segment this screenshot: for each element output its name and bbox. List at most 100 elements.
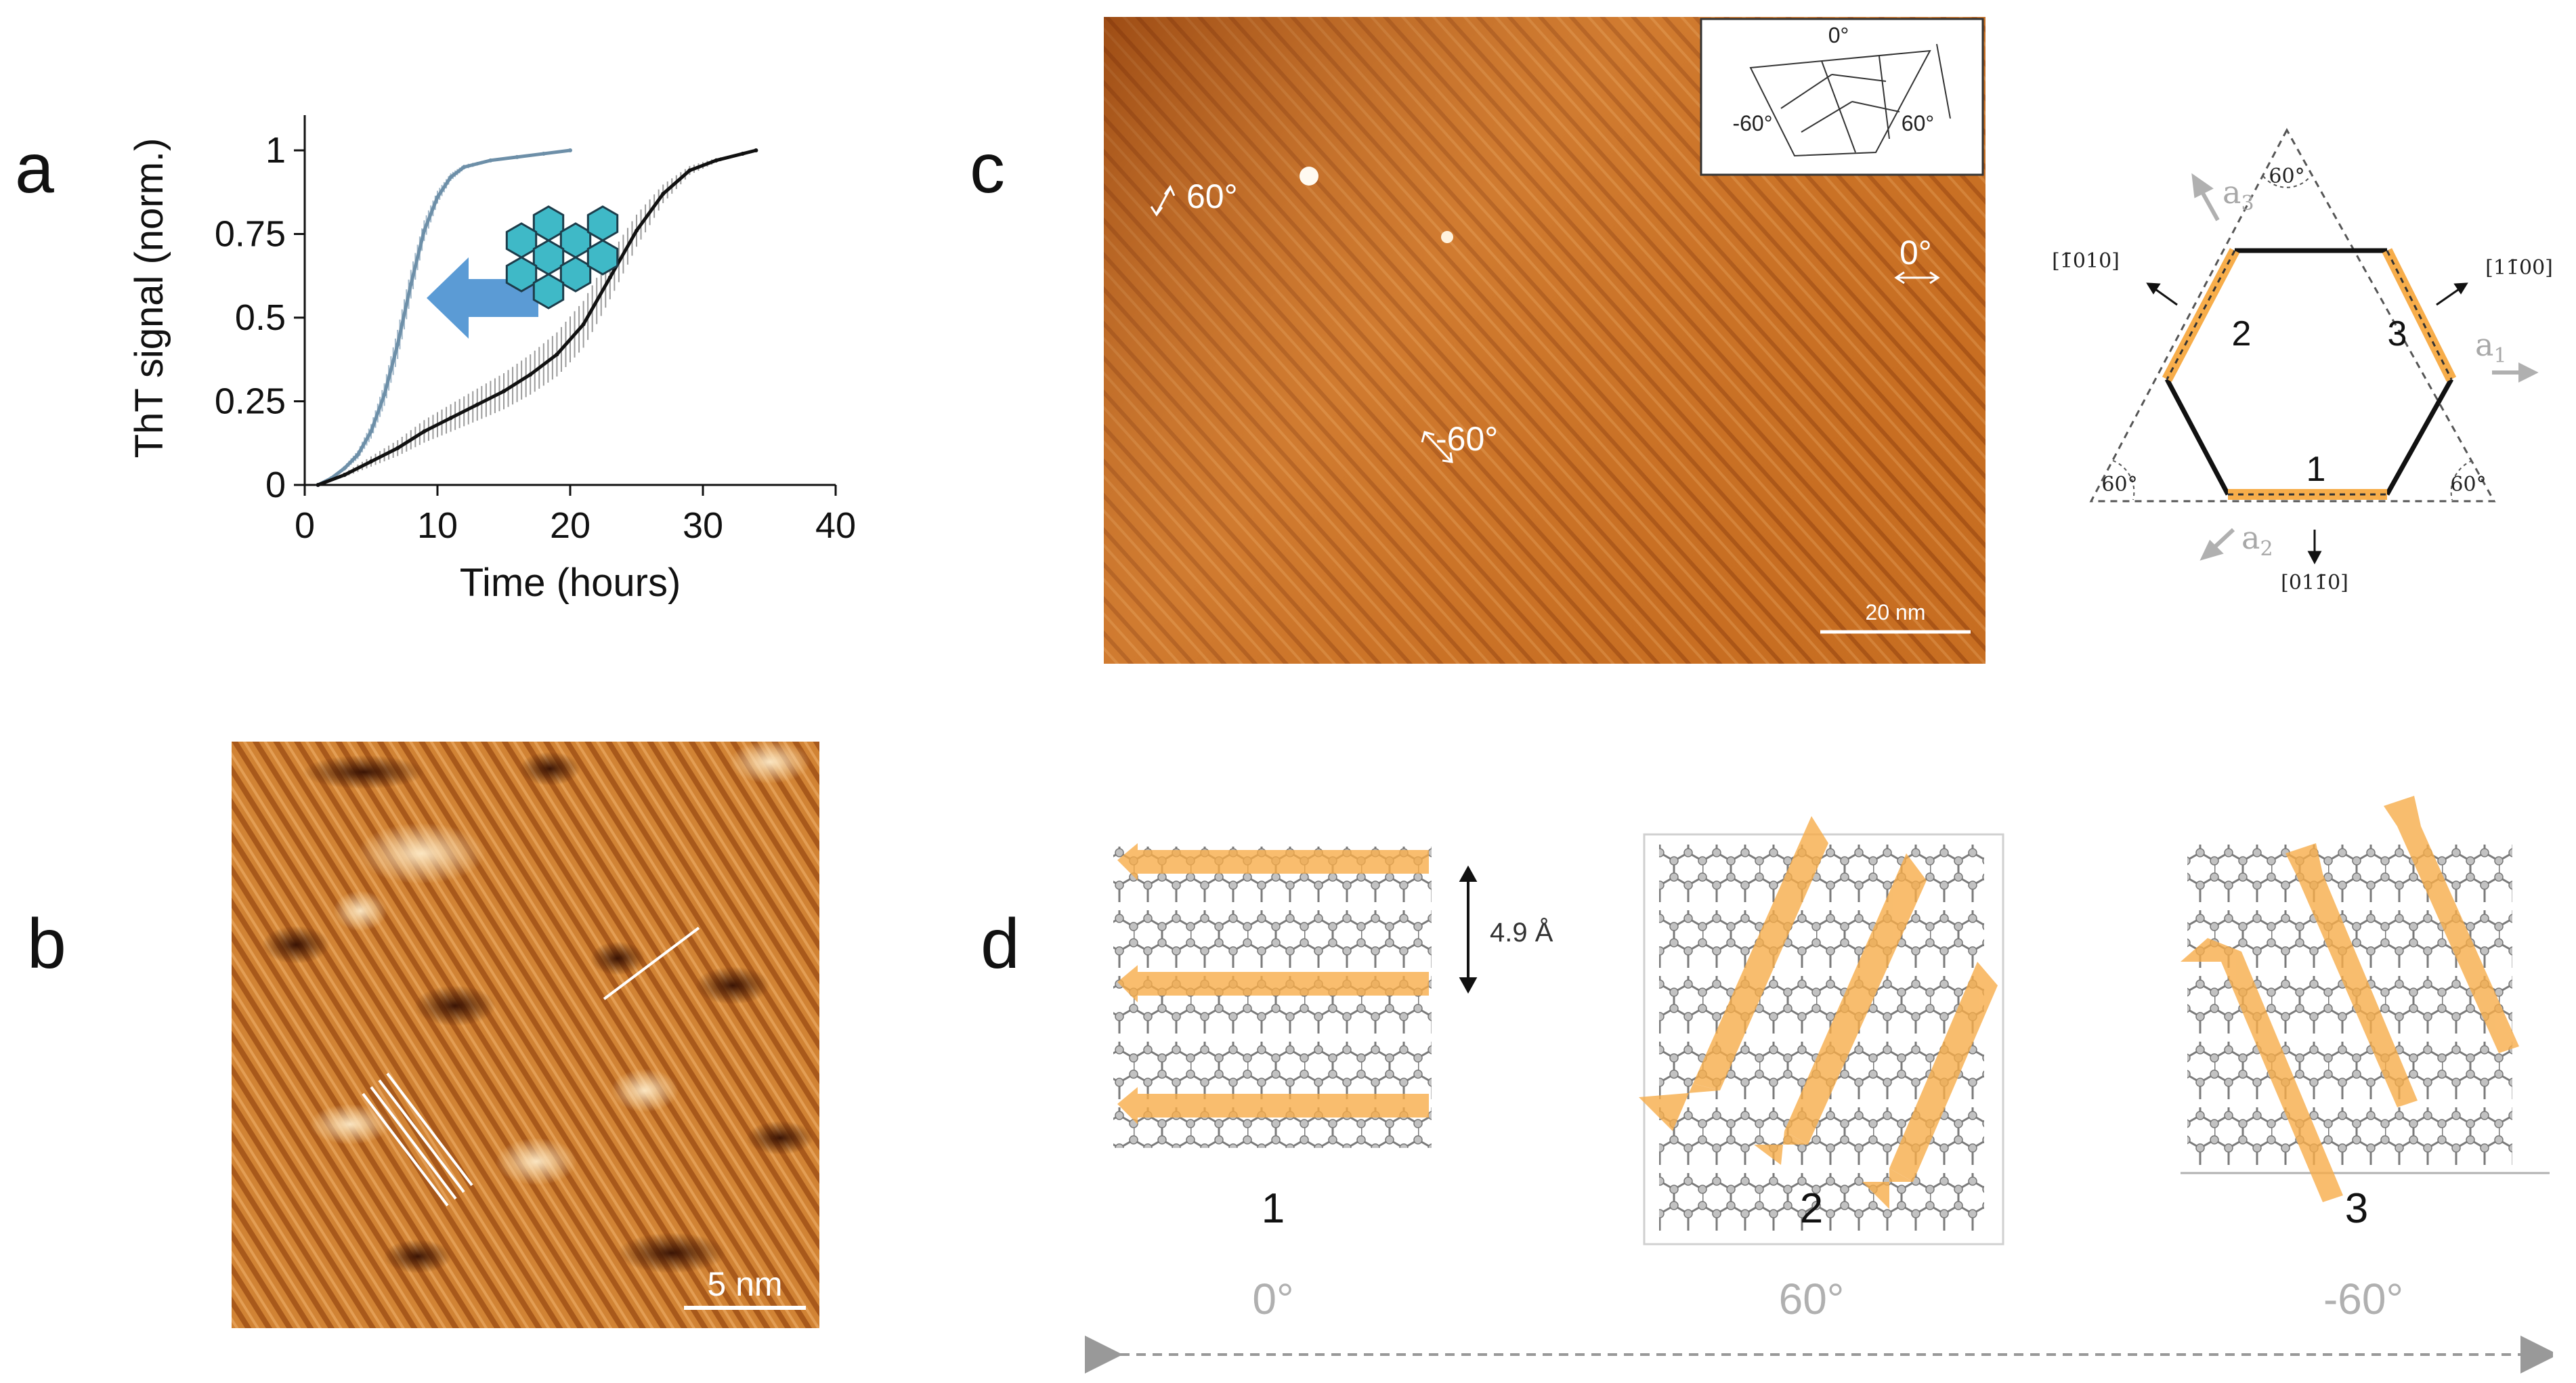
molecule-ring [532,205,565,242]
scalebar-c-label: 20 nm [1866,600,1926,624]
spacing-label: 4.9 Å [1490,917,1553,948]
afm-background [232,742,819,1328]
series-point [342,466,347,471]
series-point [356,452,360,457]
series-point [369,459,373,464]
series-point [369,429,373,433]
series-point [475,402,479,407]
series-point [555,352,559,357]
schematic-number-3: 3 [2345,1185,2368,1232]
panel-c-afm-image: 60° 0° -60° 0° -60° 60° 20 nm [1104,17,1985,664]
series-point [635,228,639,233]
corner-angle-top: 60° [2269,165,2304,188]
series-point [661,192,666,196]
series-point [515,154,519,159]
schematic-angle-minus60: -60° [2323,1275,2403,1323]
scalebar-b-label: 5 nm [707,1265,782,1303]
series-line-2 [317,148,757,487]
series-point [422,228,427,233]
series-point [754,148,758,152]
series-group [316,148,758,487]
angle-label-minus60: -60° [1436,420,1498,458]
y-tick-label: 0.75 [215,214,286,255]
y-tick-label: 0 [265,465,286,505]
bright-particle [1300,167,1318,186]
panel-letter-c: c [970,129,1005,208]
molecule-icon [505,205,619,310]
molecule-ring [586,239,619,276]
direction-label-left: [1̄010] [2052,249,2120,273]
schematic-angle-0: 0° [1252,1275,1293,1323]
marker-0 [1894,271,1940,284]
edge-number-3: 3 [2388,314,2407,354]
series-line-1 [317,148,571,487]
x-axis-label: Time (hours) [460,561,681,605]
series-point [607,275,612,280]
marker-minus60 [1421,431,1453,463]
x-tick-label: 30 [683,505,723,546]
guide-lines-group [362,1072,473,1207]
series-point [740,151,745,156]
edge-number-1: 1 [2306,450,2326,489]
series-point [687,168,692,173]
panel-c-triangle-schematic: 60° 60° 60° 1 2 3 [1̄010] [11̄00] [011̄0… [2052,127,2553,595]
hex-edge-left-lower [2164,378,2231,496]
series-point [568,148,572,152]
molecule-ring [505,222,538,259]
series-point [316,483,320,487]
inset-label-60: 60° [1902,111,1934,135]
x-tick-label: 40 [815,505,856,546]
x-ticks: 0 10 20 30 40 [295,485,856,546]
inset-lattice-drawing [1749,43,1951,157]
molecule-ring [559,256,592,293]
inset-label-minus60: -60° [1732,111,1772,135]
series-point [395,342,400,347]
series-point [435,195,439,200]
marker-60 [1150,185,1176,217]
series-point [408,282,413,286]
hex-edge-right-lower [2384,378,2454,496]
x-tick-label: 0 [295,505,315,546]
series-point [581,322,586,326]
molecule-ring [532,273,565,310]
y-tick-label: 0.5 [235,297,286,338]
triangle-outline [2089,127,2496,503]
shift-arrow-icon [427,257,538,339]
angle-label-0: 0° [1899,234,1932,272]
series-point [382,392,387,397]
series-point [462,165,467,169]
series-point [448,416,453,421]
molecule-ring [559,222,592,259]
panel-d-schematics: 4.9 Å 1 2 3 0° 60° -60° [1085,796,2553,1374]
series-point [541,151,546,156]
axis-label-a1: a1 [2475,326,2507,368]
y-tick-label: 1 [265,130,286,171]
panel-b-afm-image: 5 nm [232,742,819,1328]
corner-angle-left: 60° [2101,473,2137,496]
guide-line [603,927,700,1000]
molecule-ring [586,205,619,242]
inset-label-0: 0° [1828,23,1849,47]
panel-letter-a: a [15,129,54,208]
edge-number-2: 2 [2232,314,2252,354]
panel-letter-d: d [981,905,1020,983]
molecule-ring [505,256,538,293]
x-tick-label: 10 [417,505,458,546]
series-point [502,389,506,393]
series-point [395,446,400,450]
y-ticks: 0 0.25 0.5 0.75 1 [215,130,305,505]
spacing-indicator [1459,865,1478,994]
lattice-schematic-2 [1639,816,2004,1246]
direction-label-bottom: [011̄0] [2281,571,2348,595]
x-tick-label: 20 [550,505,591,546]
schematic-number-2: 2 [1800,1185,1823,1232]
panel-letter-b: b [27,905,66,983]
direction-label-right: [11̄00] [2485,256,2553,280]
schematic-number-1: 1 [1262,1185,1285,1232]
series-point [448,175,453,179]
angle-label-60: 60° [1186,177,1238,215]
series-point [342,473,347,477]
panel-a-chart: 0 0.25 0.5 0.75 1 0 10 20 30 40 ThT signal (norm… [127,115,856,605]
lattice-inset [1700,18,1984,176]
lattice-schematic-1 [1113,843,1432,1148]
